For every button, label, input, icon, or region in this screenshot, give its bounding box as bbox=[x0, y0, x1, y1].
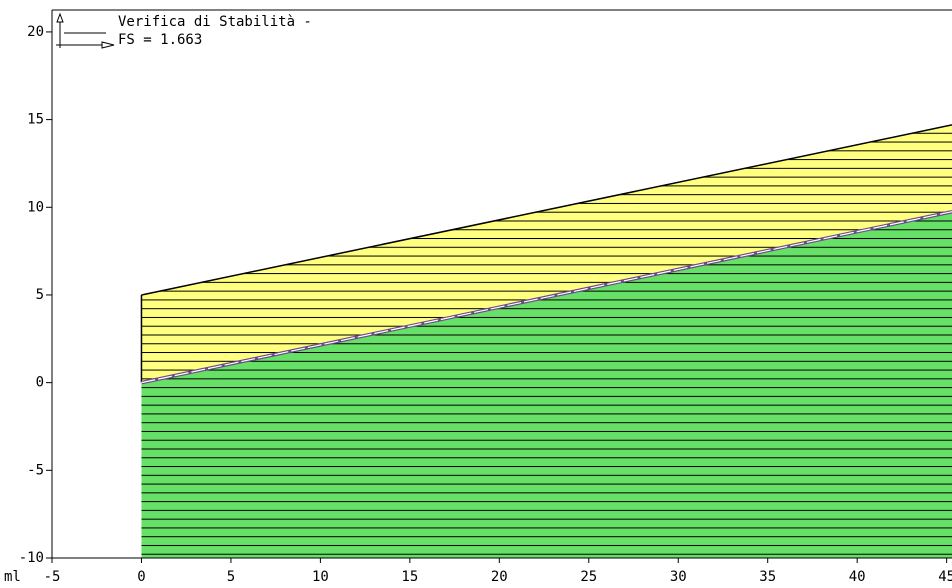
plot-area bbox=[140, 124, 952, 558]
x-tick-label: 35 bbox=[759, 569, 776, 585]
x-tick-label: -5 bbox=[44, 569, 61, 585]
x-tick-label: 10 bbox=[312, 569, 329, 585]
soil-layer bbox=[141, 124, 952, 383]
x-tick-label: 30 bbox=[670, 569, 687, 585]
slip-surface-core bbox=[141, 211, 952, 384]
x-tick-label: 5 bbox=[227, 569, 235, 585]
legend-icon bbox=[56, 12, 115, 49]
x-tick-label: 20 bbox=[491, 569, 508, 585]
y-tick-label: -10 bbox=[19, 550, 44, 566]
title: Verifica di Stabilità - bbox=[118, 14, 312, 30]
soil-layer bbox=[141, 211, 952, 558]
y-tick-label: -5 bbox=[27, 462, 44, 478]
x-tick-label: 40 bbox=[849, 569, 866, 585]
ground-surface bbox=[141, 124, 952, 296]
y-tick-label: 0 bbox=[36, 375, 44, 391]
x-tick-label: 0 bbox=[137, 569, 145, 585]
x-tick-label: 25 bbox=[580, 569, 597, 585]
x-tick-label: 45 bbox=[938, 569, 952, 585]
x-axis-label: ml bbox=[4, 569, 21, 585]
y-tick-label: 5 bbox=[36, 287, 44, 303]
subtitle: FS = 1.663 bbox=[118, 32, 202, 48]
y-tick-label: 20 bbox=[27, 24, 44, 40]
y-tick-label: 10 bbox=[27, 199, 44, 215]
x-tick-label: 15 bbox=[401, 569, 418, 585]
y-tick-label: 15 bbox=[27, 112, 44, 128]
